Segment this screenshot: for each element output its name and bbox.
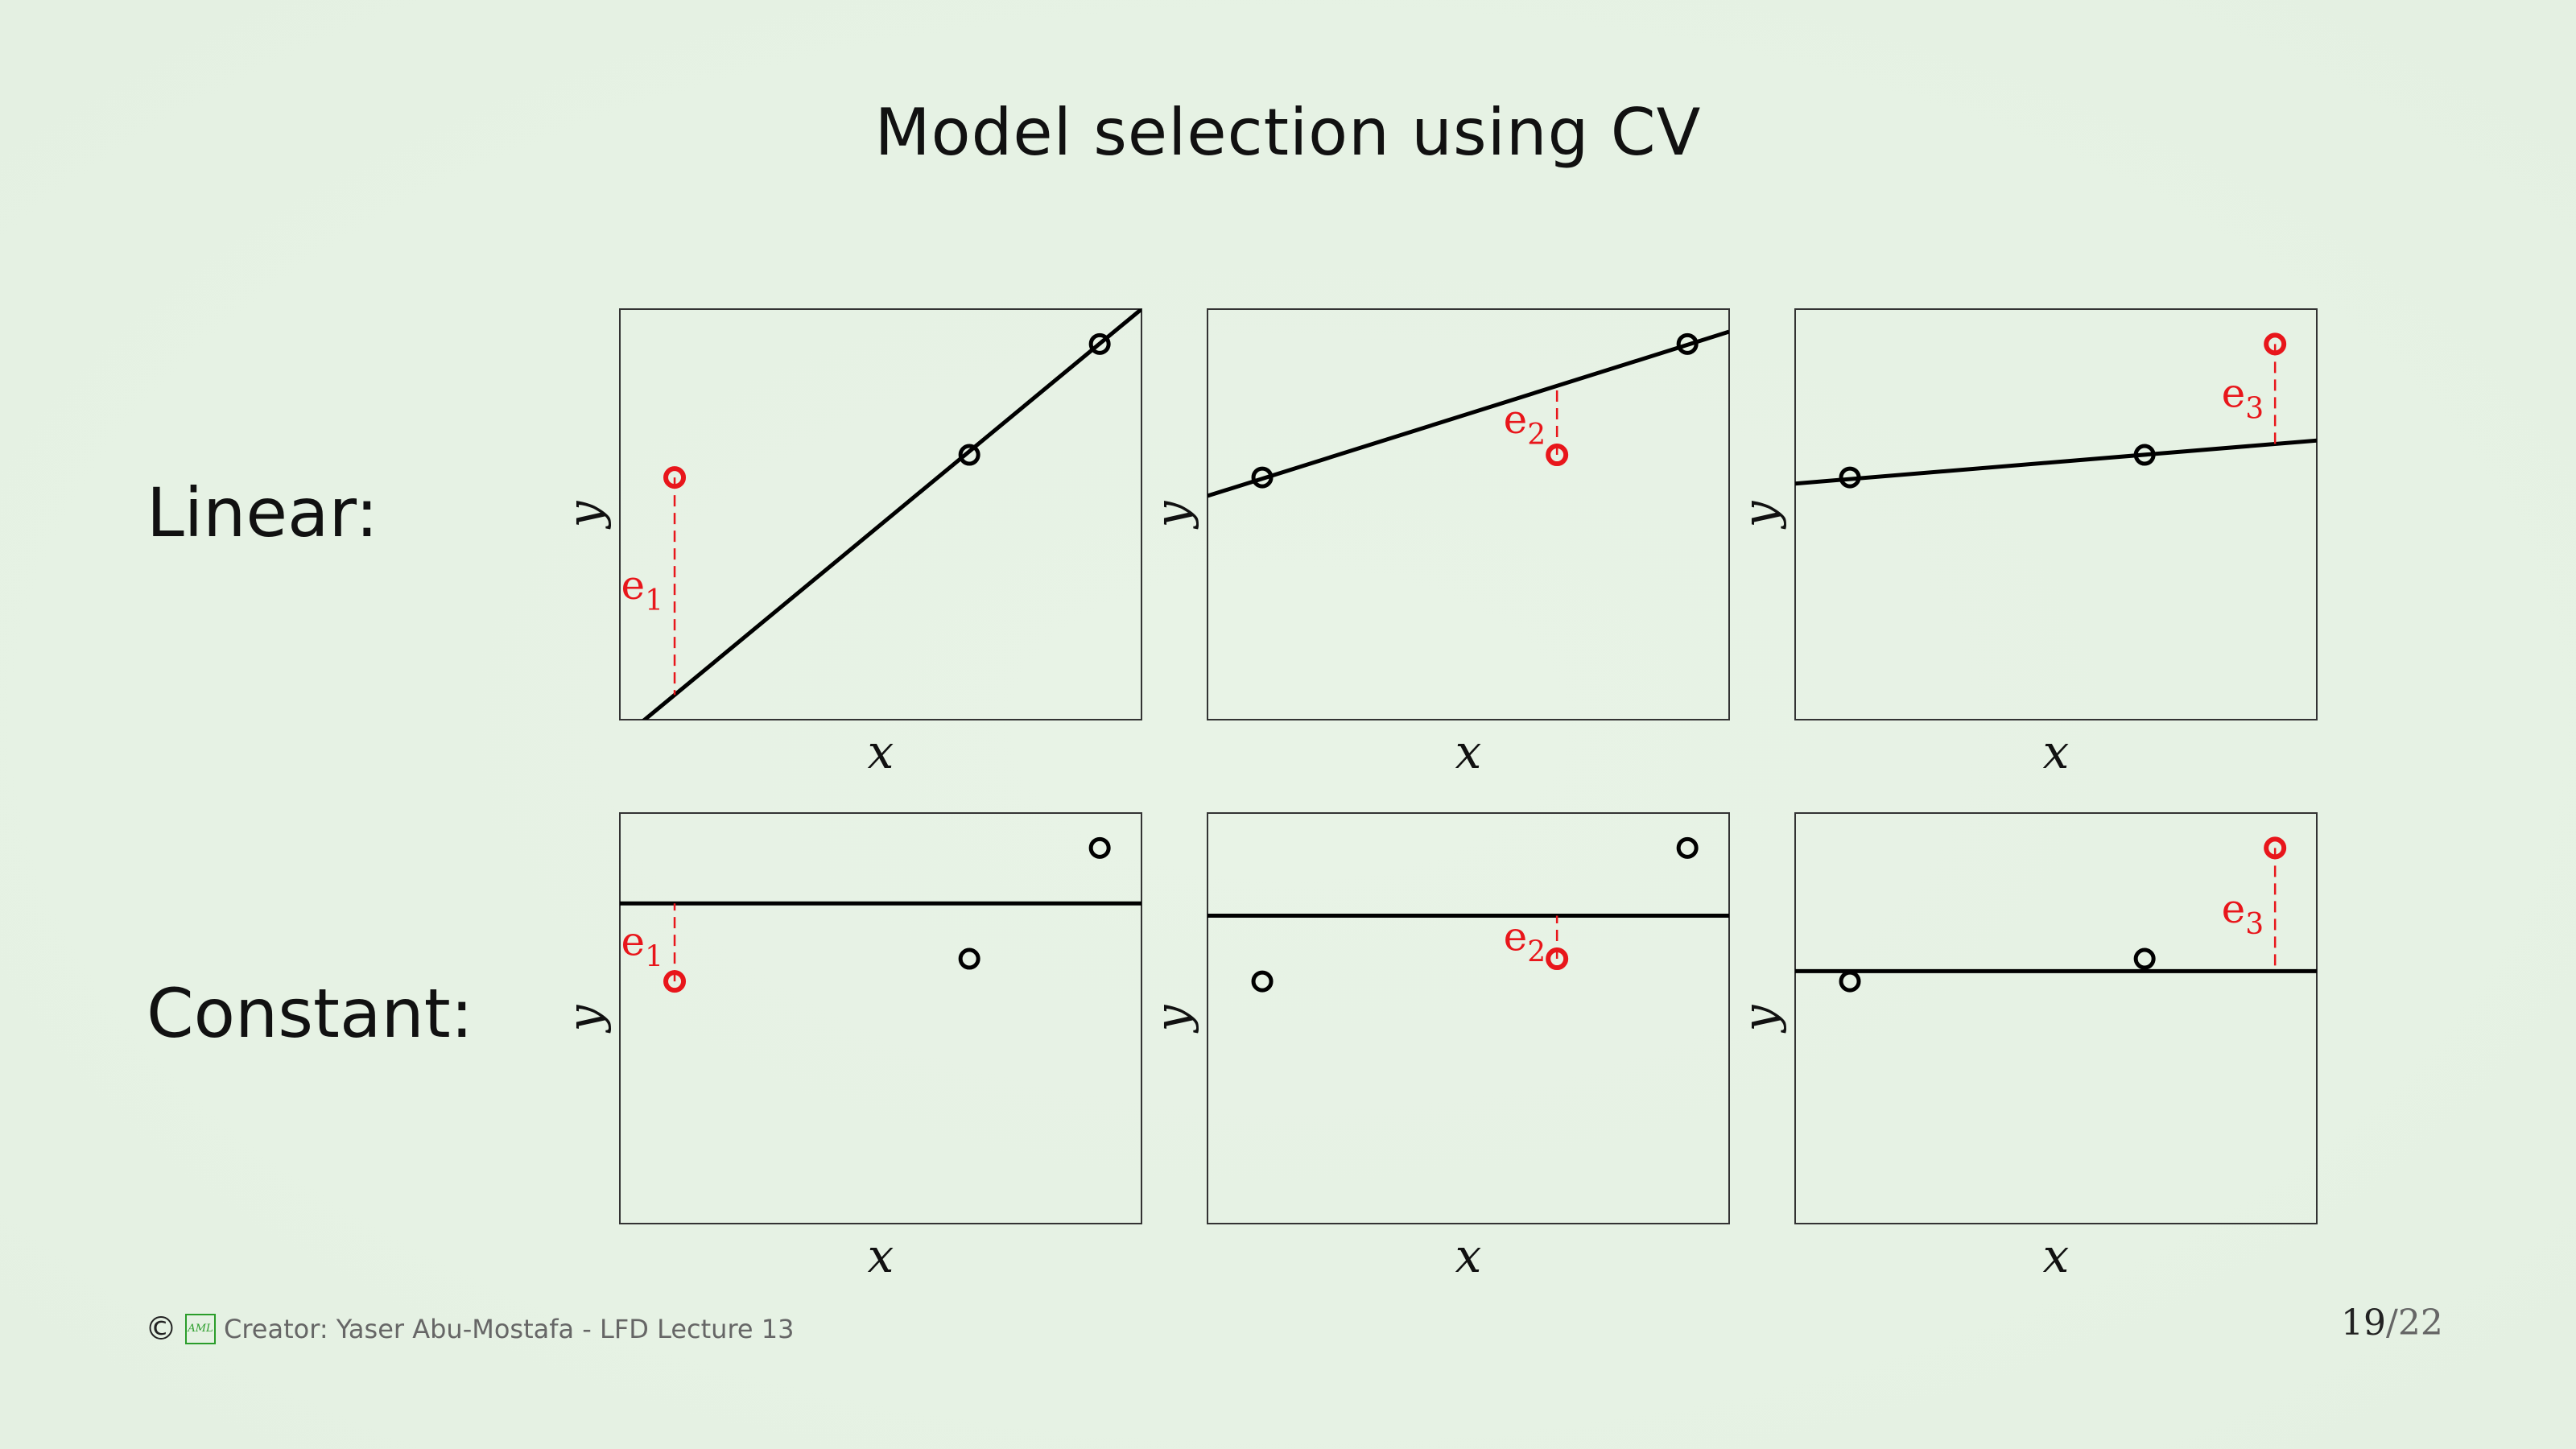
row-label-linear: Linear: (147, 473, 378, 552)
y-axis-label: y (557, 1004, 612, 1034)
held-out-point (663, 970, 687, 993)
panel-linear-3: e3 x y (1732, 308, 2318, 779)
held-out-point (1546, 947, 1569, 971)
page-total: 22 (2397, 1302, 2443, 1344)
plot-frame (619, 812, 1142, 1224)
held-out-point (2264, 332, 2287, 356)
fit-line (641, 309, 1141, 720)
panel-linear-1: e1 x y (557, 308, 1142, 779)
data-point (1251, 970, 1274, 993)
data-point (1251, 466, 1274, 489)
error-label-subscript: 3 (2245, 392, 2264, 425)
x-axis-label: x (868, 724, 894, 779)
x-axis-label: x (2043, 724, 2070, 779)
error-label: e1 (621, 562, 664, 617)
plot-frame (1794, 308, 2318, 720)
logo-text: AML (188, 1323, 213, 1335)
y-axis-label: y (557, 500, 612, 530)
creator-text: Creator: Yaser Abu-Mostafa - LFD Lecture… (224, 1314, 795, 1344)
data-point (958, 947, 980, 970)
error-label: e3 (2222, 886, 2264, 941)
data-point (2133, 947, 2156, 970)
data-point (1676, 836, 1699, 859)
y-axis-label: y (1732, 500, 1787, 530)
plot-frame (1207, 812, 1730, 1224)
error-label: e2 (1504, 913, 1546, 968)
footer: © AML Creator: Yaser Abu-Mostafa - LFD L… (145, 1311, 794, 1348)
data-point (958, 444, 980, 466)
data-point (1088, 836, 1111, 859)
data-point (1839, 466, 1861, 489)
plot-frame (1207, 308, 1730, 720)
data-point (1088, 332, 1111, 355)
y-axis-label: y (1732, 1004, 1787, 1034)
panel-linear-2: e2 x y (1145, 308, 1730, 779)
y-axis-label: y (1145, 500, 1199, 530)
x-axis-label: x (1455, 724, 1482, 779)
plot-frame (1794, 812, 2318, 1224)
data-point (1839, 970, 1861, 993)
data-point (1676, 332, 1699, 355)
held-out-point (663, 466, 687, 489)
panel-constant-2: e2 x y (1145, 812, 1730, 1283)
row-label-constant: Constant: (147, 974, 473, 1053)
x-axis-label: x (2043, 1228, 2070, 1283)
y-axis-label: y (1145, 1004, 1199, 1034)
error-label-subscript: 2 (1527, 419, 1546, 452)
panel-constant-1: e1 x y (557, 812, 1142, 1283)
error-label-subscript: 3 (2245, 908, 2264, 941)
fit-line (1208, 329, 1729, 498)
plot-frame (619, 308, 1142, 720)
error-label: e2 (1504, 396, 1546, 452)
error-label: e1 (621, 919, 664, 974)
page-current: 19 (2341, 1302, 2386, 1344)
page-number: 19/22 (2341, 1302, 2443, 1344)
slide-title: Model selection using CV (874, 95, 1702, 170)
aml-logo-icon: AML (185, 1314, 216, 1344)
error-label-subscript: 1 (645, 941, 663, 974)
copyright-icon: © (145, 1311, 177, 1348)
x-axis-label: x (868, 1228, 894, 1283)
held-out-point (2264, 836, 2287, 860)
page-separator: / (2386, 1302, 2398, 1344)
fit-line (1795, 438, 2317, 486)
data-point (2133, 444, 2156, 466)
error-label-subscript: 1 (645, 584, 663, 617)
panel-constant-3: e3 x y (1732, 812, 2318, 1283)
error-label: e3 (2222, 369, 2264, 425)
error-label-subscript: 2 (1527, 935, 1546, 968)
held-out-point (1546, 444, 1569, 467)
x-axis-label: x (1455, 1228, 1482, 1283)
